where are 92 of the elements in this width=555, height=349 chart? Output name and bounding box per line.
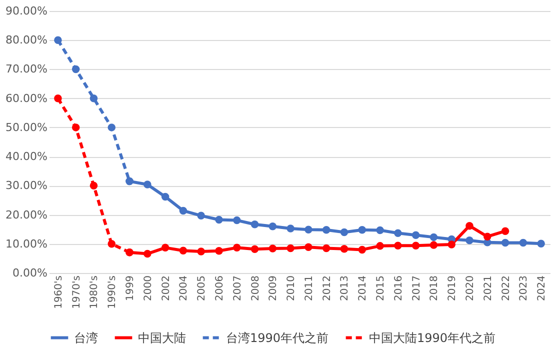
- point: [90, 182, 98, 190]
- legend-label: 中国大陆1990年代之前: [369, 330, 496, 345]
- point: [179, 206, 188, 215]
- point: [501, 227, 510, 235]
- point: [466, 222, 474, 230]
- x-tick-label: 2016: [393, 276, 404, 301]
- point: [340, 228, 348, 236]
- point: [376, 226, 384, 234]
- point: [215, 216, 223, 224]
- point: [268, 222, 277, 230]
- point: [197, 212, 205, 220]
- point: [161, 244, 170, 252]
- y-tick-label: 30.00%: [6, 179, 48, 192]
- x-tick-label: 2012: [322, 276, 333, 301]
- point: [394, 242, 402, 250]
- point: [430, 233, 438, 242]
- point: [268, 244, 277, 252]
- y-tick-label: 10.00%: [6, 237, 48, 250]
- point: [501, 238, 510, 247]
- point: [233, 244, 241, 252]
- point: [358, 246, 366, 254]
- point: [108, 124, 116, 132]
- x-tick-label: 2022: [500, 276, 512, 301]
- point: [72, 124, 80, 132]
- y-tick-label: 40.00%: [6, 150, 48, 164]
- x-tick-label: 2021: [482, 276, 494, 301]
- point: [286, 244, 294, 252]
- x-tick-label: 2007: [232, 276, 244, 301]
- x-tick-label: 1980's: [89, 276, 100, 309]
- x-tick-label: 2002: [160, 276, 172, 301]
- point: [340, 244, 348, 253]
- point: [519, 238, 528, 247]
- x-tick-label: 2017: [411, 276, 422, 301]
- y-tick-label: 90.00%: [6, 4, 48, 18]
- y-tick-label: 50.00%: [6, 120, 48, 134]
- point: [304, 243, 312, 251]
- point: [466, 236, 474, 244]
- point: [90, 94, 98, 102]
- point: [537, 240, 545, 248]
- x-tick-label: 2018: [429, 276, 440, 301]
- x-tick-label: 2015: [376, 276, 387, 301]
- x-tick-label: 2011: [304, 276, 315, 301]
- point: [179, 246, 188, 254]
- point: [484, 232, 492, 240]
- point: [161, 192, 170, 201]
- point: [233, 216, 241, 224]
- x-tick-label: 2019: [447, 276, 458, 301]
- y-tick-label: 0.00%: [12, 266, 48, 280]
- point: [250, 220, 259, 228]
- x-tick-label: 2020: [464, 276, 476, 301]
- point: [286, 224, 294, 232]
- point: [215, 247, 223, 255]
- y-tick-label: 80.00%: [6, 34, 48, 47]
- x-tick-label: 2005: [196, 276, 208, 301]
- point: [322, 226, 330, 234]
- point: [108, 240, 116, 248]
- point: [394, 229, 402, 237]
- x-tick-label: 2014: [358, 276, 369, 301]
- x-tick-label: 2024: [536, 276, 548, 301]
- point: [250, 245, 259, 253]
- x-tick-label: 2004: [178, 276, 190, 301]
- x-tick-label: 2013: [340, 276, 351, 301]
- x-tick-label: 2023: [518, 276, 530, 301]
- point: [430, 241, 438, 249]
- x-tick-label: 1999: [125, 276, 136, 301]
- y-tick-label: 60.00%: [6, 92, 48, 105]
- point: [54, 94, 62, 102]
- point: [197, 248, 205, 256]
- x-tick-label: 2000: [142, 276, 154, 301]
- point: [412, 231, 420, 240]
- point: [144, 180, 152, 188]
- point: [304, 226, 312, 234]
- point: [358, 226, 366, 234]
- x-tick-label: 1960's: [53, 276, 64, 309]
- point: [54, 36, 62, 44]
- legend-label: 台湾: [74, 330, 98, 345]
- point: [322, 244, 330, 252]
- x-tick-label: 1990's: [107, 276, 118, 309]
- y-tick-label: 70.00%: [6, 62, 48, 76]
- y-tick-label: 20.00%: [6, 208, 48, 222]
- point: [448, 240, 456, 248]
- x-tick-label: 2006: [214, 276, 226, 301]
- point: [412, 242, 420, 250]
- x-tick-label: 1970's: [71, 276, 82, 309]
- x-tick-label: 2009: [268, 276, 280, 301]
- point: [376, 242, 384, 250]
- legend-label: 中国大陆: [138, 330, 186, 345]
- legend-label: 台湾1990年代之前: [226, 330, 329, 345]
- x-tick-label: 2008: [250, 276, 262, 301]
- point: [144, 250, 152, 258]
- x-tick-label: 2010: [286, 276, 298, 301]
- point: [72, 65, 80, 74]
